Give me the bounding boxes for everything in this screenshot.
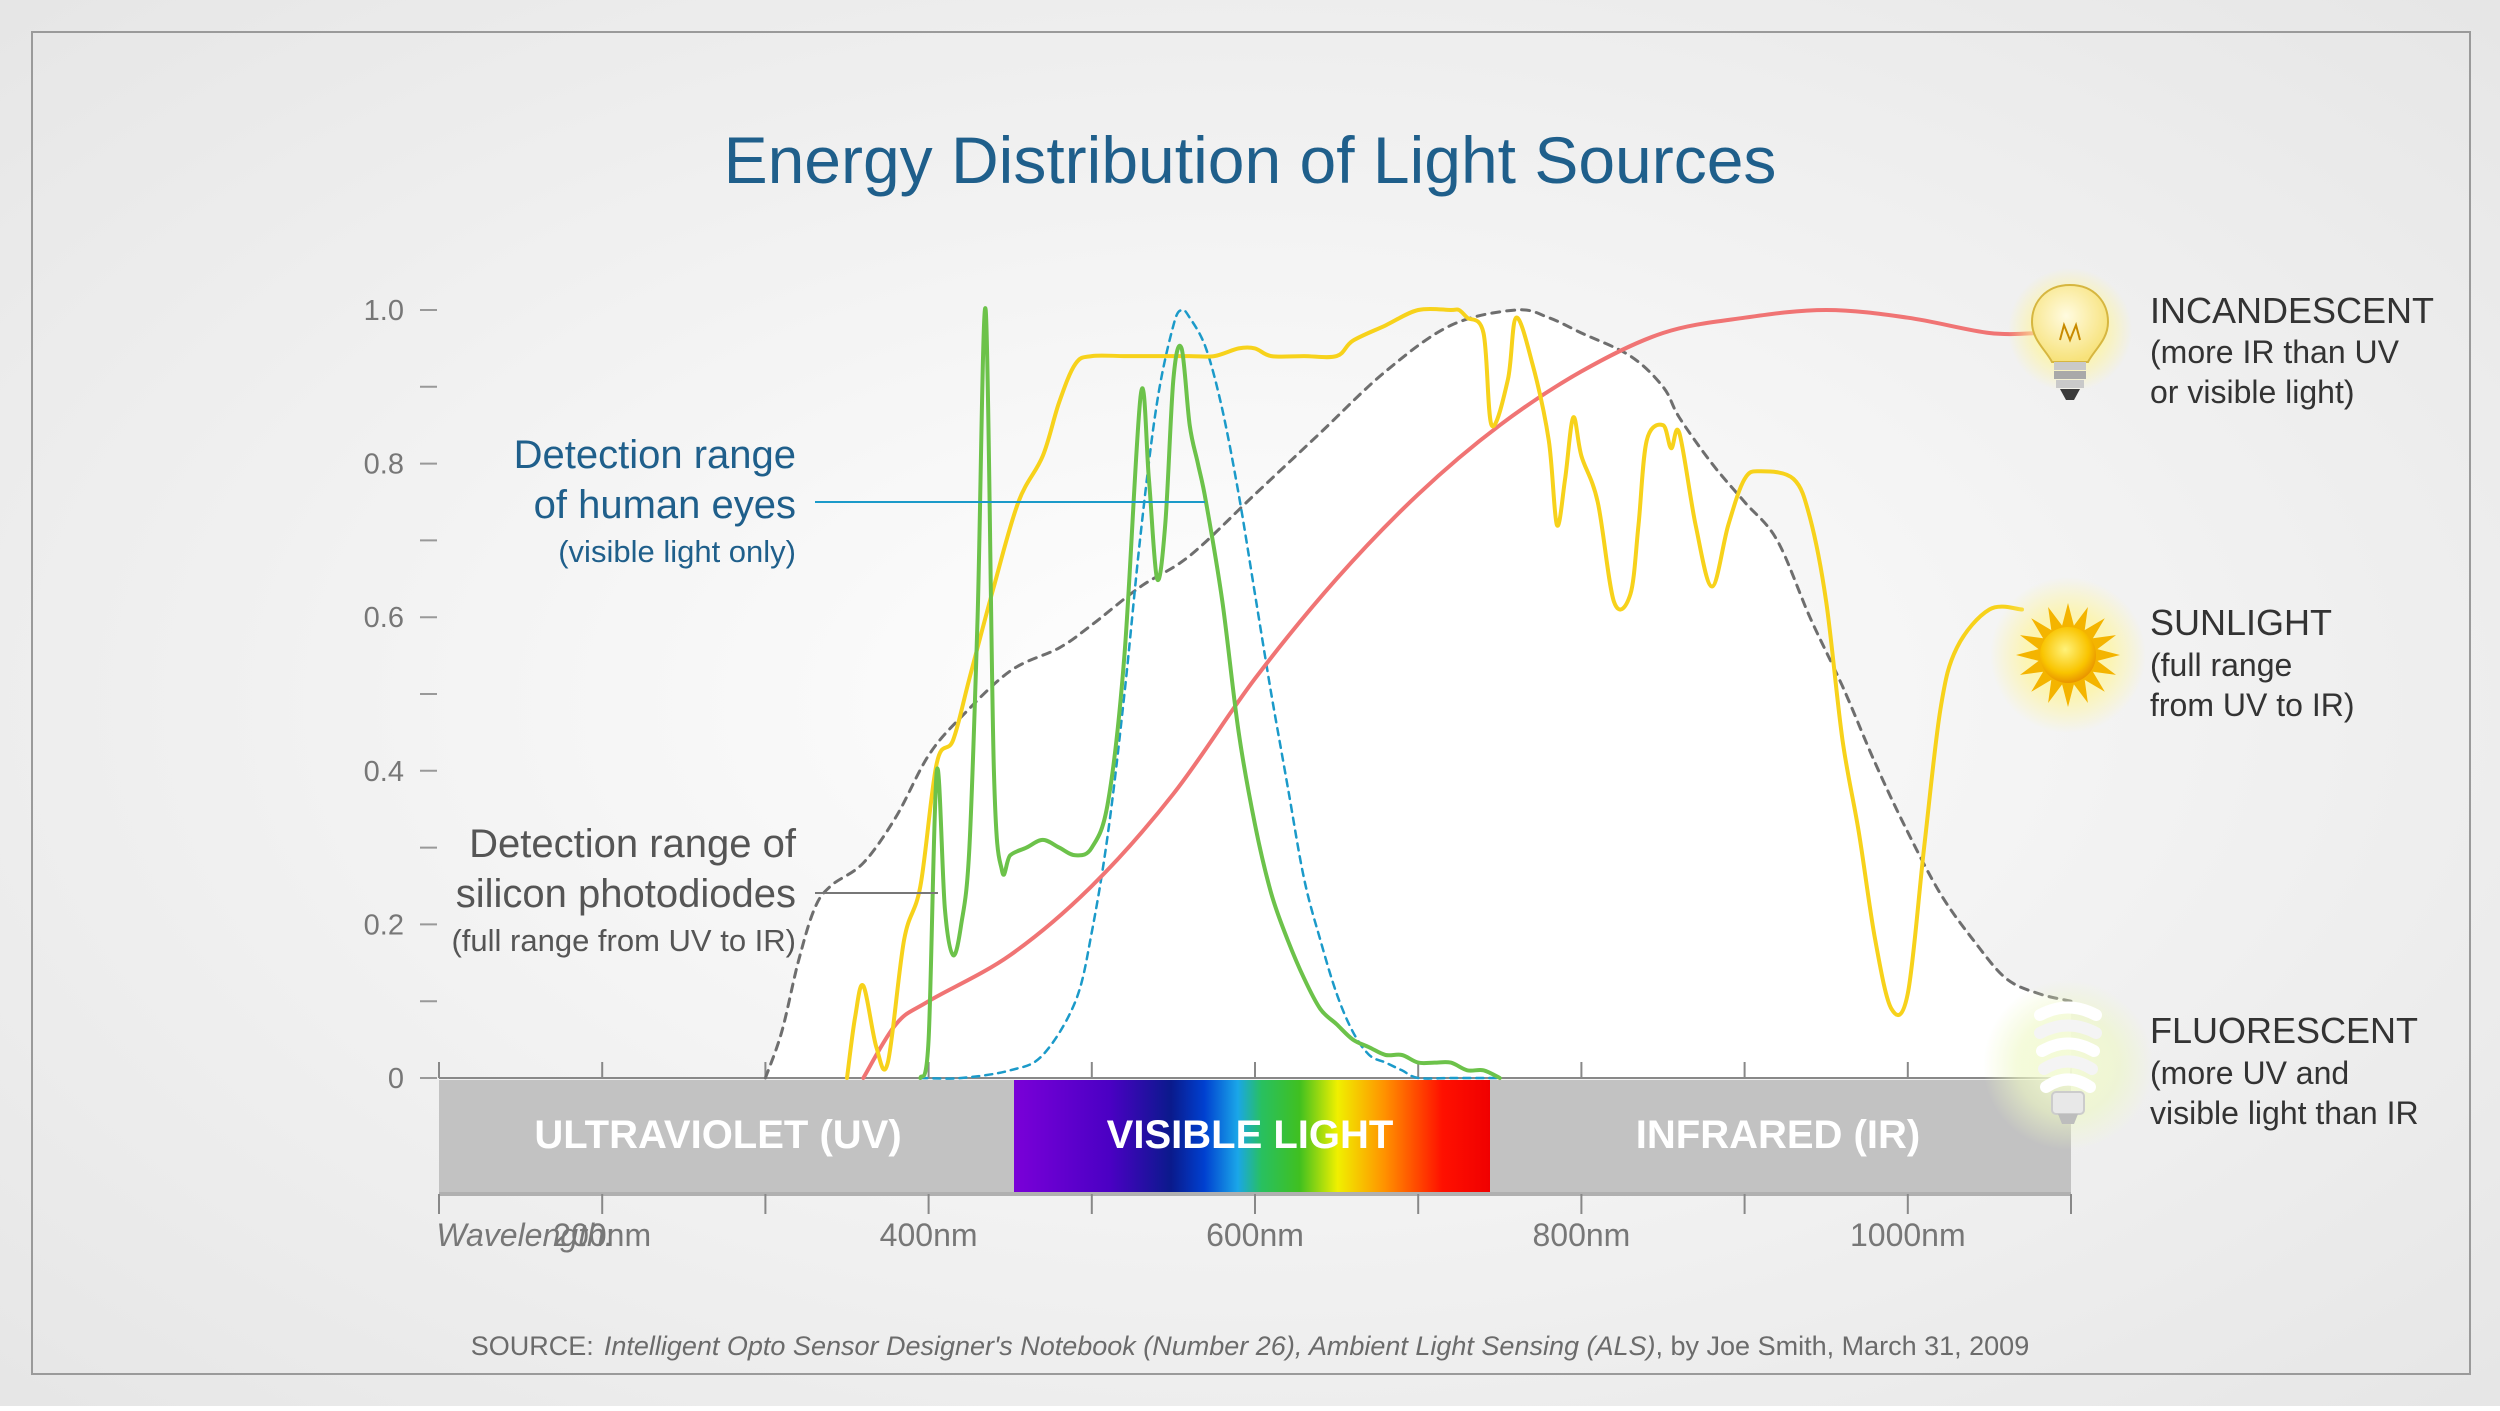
legend-fluorescent-name: FLUORESCENT [2150, 1010, 2418, 1051]
x-axis: 200nm 400nm 600nm 800nm 1000nm [438, 1062, 2072, 1253]
y-tick-label: 1.0 [364, 295, 404, 327]
annotation-silicon: Detection range of silicon photodiodes (… [451, 822, 938, 958]
chart-title: Energy Distribution of Light Sources [724, 123, 1777, 197]
series-sunlight-line [845, 306, 2024, 1080]
legend-incandescent-line2: or visible light) [2150, 374, 2355, 410]
band-label-uv: ULTRAVIOLET (UV) [534, 1113, 901, 1157]
legend-sunlight-line2: from UV to IR) [2150, 687, 2354, 723]
source-footnote: SOURCE: Intelligent Opto Sensor Designer'… [471, 1331, 2029, 1361]
y-tick-label: 0.2 [364, 909, 404, 941]
band-label-ir: INFRARED (IR) [1636, 1113, 1920, 1157]
series-group [763, 306, 2073, 1080]
annotation-human-eyes: Detection range of human eyes (visible l… [514, 433, 1205, 569]
x-tick-label: 800nm [1532, 1217, 1630, 1253]
annotation-silicon-line3: (full range from UV to IR) [451, 923, 796, 958]
x-tick-label: 1000nm [1850, 1217, 1966, 1253]
annotation-silicon-line2: silicon photodiodes [456, 872, 796, 916]
series-silicon-line [763, 308, 2073, 1080]
x-axis-label: Wavelength: [436, 1217, 613, 1253]
band-label-visible: VISIBLE LIGHT [1107, 1113, 1394, 1157]
frame-border [31, 31, 2471, 1375]
light-bulb-icon [2008, 268, 2132, 400]
source-suffix: , by Joe Smith, March 31, 2009 [1656, 1331, 2030, 1361]
series-fluorescent-line [918, 306, 1502, 1080]
x-tick-label: 600nm [1206, 1217, 1304, 1253]
legend-fluorescent: FLUORESCENT (more UV and visible light t… [1983, 980, 2419, 1150]
sun-icon [1990, 577, 2146, 733]
legend-incandescent: INCANDESCENT (more IR than UV or visible… [2008, 268, 2434, 410]
annotation-eyes-line1: Detection range [514, 433, 796, 477]
y-tick-label: 0.6 [364, 602, 404, 634]
source-prefix: SOURCE: [471, 1331, 594, 1361]
legend-fluorescent-line2: visible light than IR [2150, 1095, 2419, 1131]
y-axis: 0 0.2 0.4 0.6 0.8 1.0 [364, 295, 437, 1095]
legend-incandescent-line1: (more IR than UV [2150, 334, 2400, 370]
y-tick-label: 0.4 [364, 756, 404, 788]
source-work: Intelligent Opto Sensor Designer's Noteb… [604, 1331, 1656, 1361]
x-tick-label: 200nm [553, 1217, 651, 1253]
annotation-silicon-line1: Detection range of [469, 822, 797, 866]
legend-sunlight-name: SUNLIGHT [2150, 602, 2332, 643]
annotation-eyes-line2: of human eyes [534, 483, 796, 527]
series-incandescent-line [861, 308, 2041, 1080]
legend-sunlight-line1: (full range [2150, 647, 2292, 683]
series-human-eye-line [919, 308, 1502, 1080]
legend-incandescent-name: INCANDESCENT [2150, 290, 2434, 331]
visible-spectrum-band [1014, 1080, 1490, 1192]
x-tick-label: 400nm [880, 1217, 978, 1253]
annotation-eyes-line3: (visible light only) [558, 534, 796, 569]
legend-fluorescent-line1: (more UV and [2150, 1055, 2349, 1091]
wavelength-band-bar: ULTRAVIOLET (UV) VISIBLE LIGHT INFRARED … [439, 1080, 2071, 1196]
y-tick-label: 0.8 [364, 449, 404, 481]
legend-sunlight: SUNLIGHT (full range from UV to IR) [1990, 577, 2354, 733]
cfl-bulb-icon [1983, 980, 2153, 1150]
y-tick-label: 0 [388, 1063, 404, 1095]
